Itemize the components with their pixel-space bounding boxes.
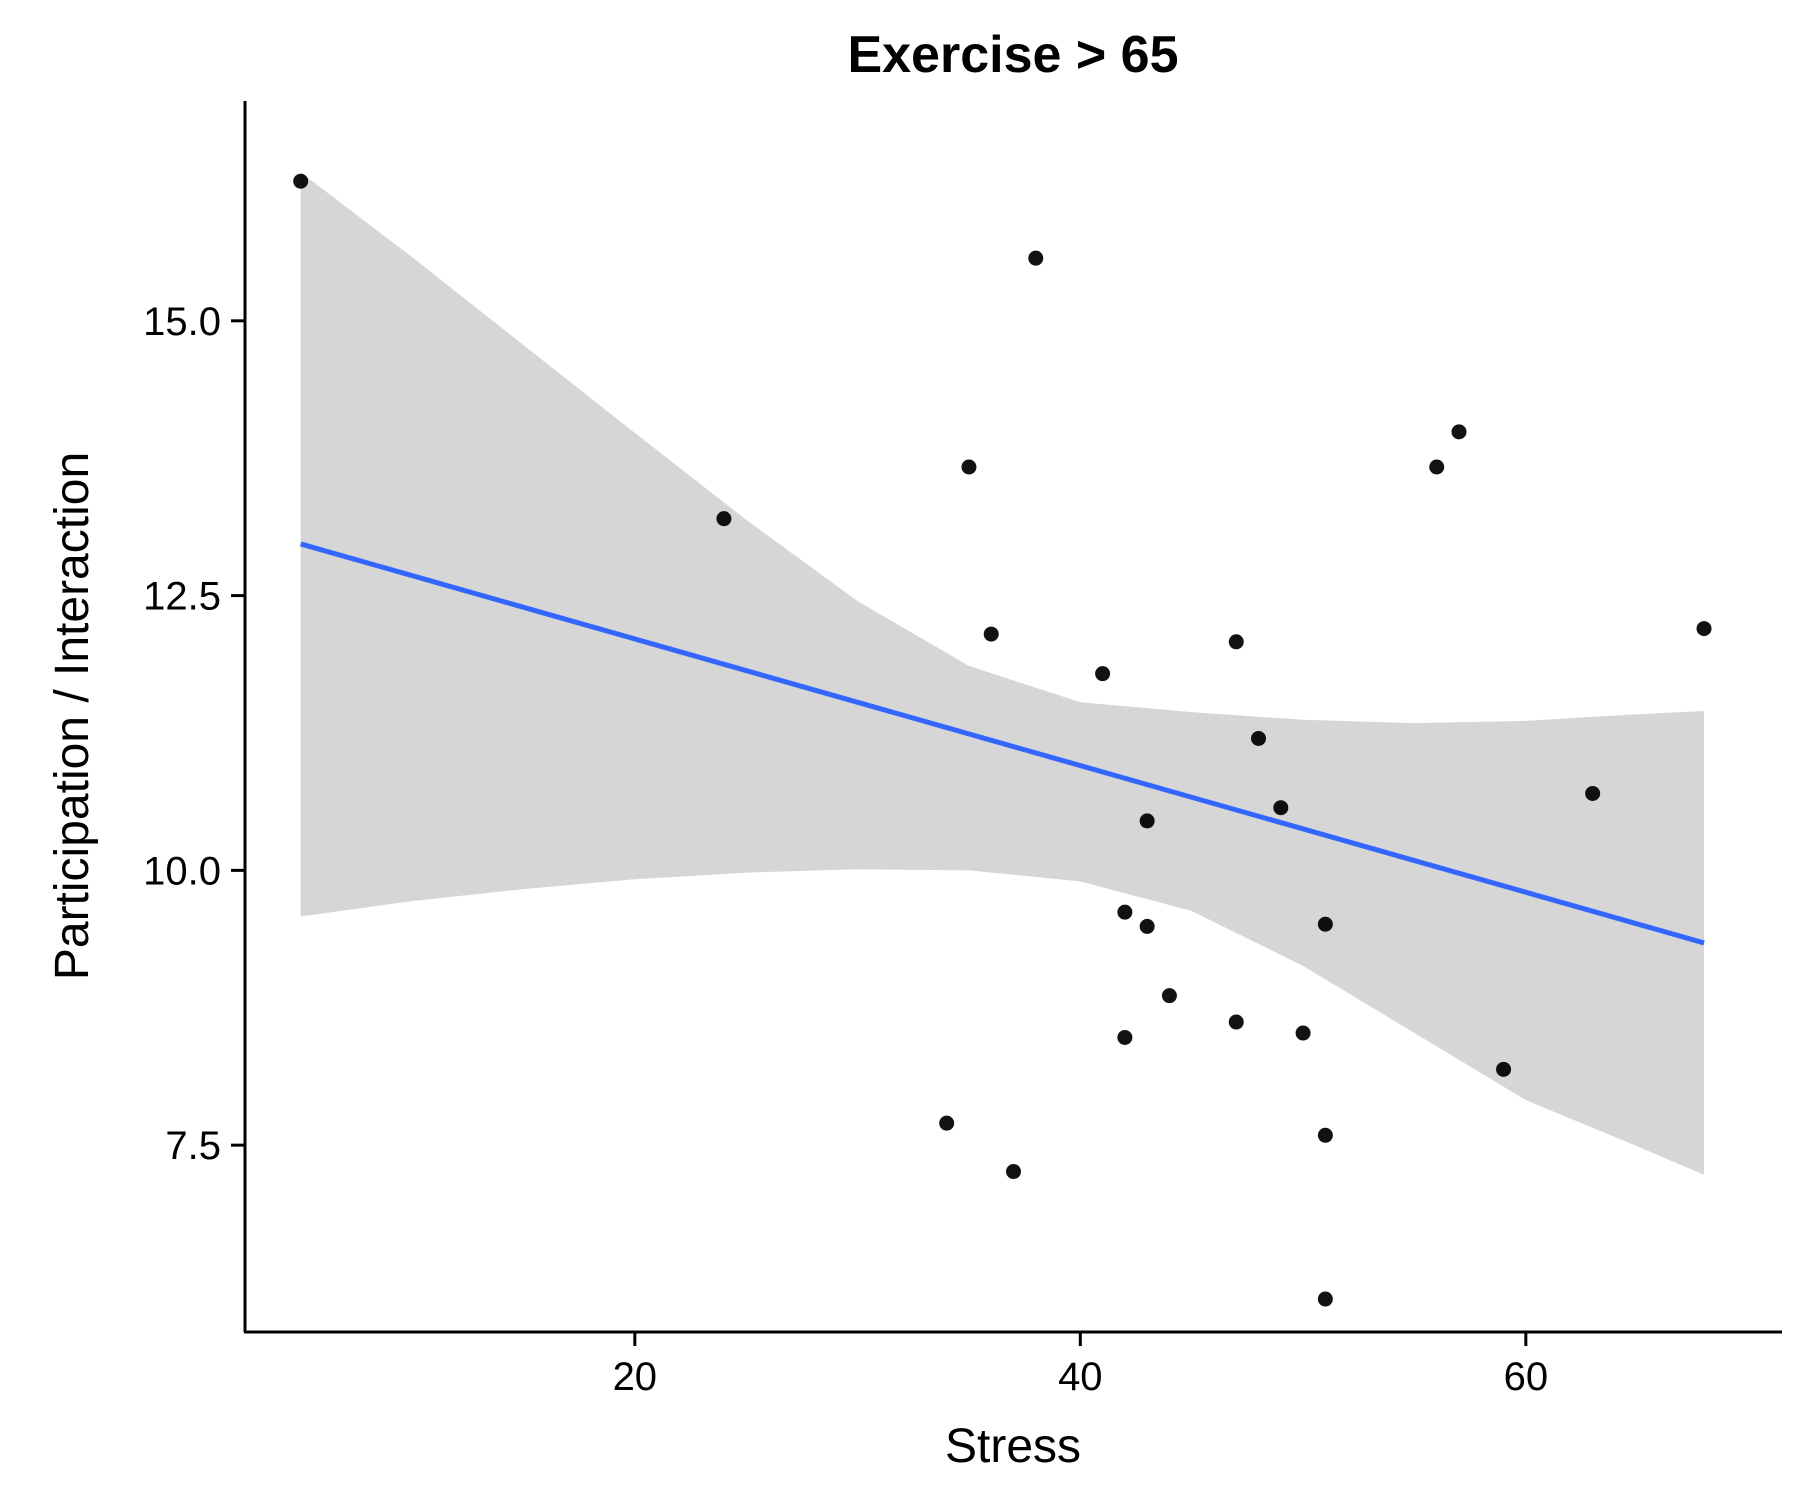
data-point: [1117, 904, 1133, 920]
x-tick-label: 60: [1504, 1355, 1549, 1399]
data-point: [961, 459, 977, 475]
data-point: [1161, 988, 1177, 1004]
data-point: [293, 173, 309, 189]
x-axis-ticks: 20 40 60: [613, 1332, 1549, 1399]
data-point: [939, 1115, 955, 1131]
data-point: [1139, 918, 1155, 934]
confidence-band: [300, 172, 1705, 1175]
regression-line: [300, 541, 1705, 946]
data-point: [1139, 813, 1155, 829]
y-tick-label: 7.5: [165, 1124, 221, 1168]
x-tick-label: 40: [1058, 1355, 1103, 1399]
y-tick-label: 12.5: [143, 575, 221, 619]
data-point: [1028, 250, 1044, 266]
data-point: [1696, 621, 1712, 637]
data-point: [1228, 1014, 1244, 1030]
data-point: [983, 626, 999, 642]
x-tick-label: 20: [613, 1355, 658, 1399]
y-tick-label: 10.0: [143, 849, 221, 893]
data-point: [1317, 1127, 1333, 1143]
data-point: [716, 511, 732, 527]
x-axis-label: Stress: [945, 1420, 1081, 1473]
data-point: [1273, 800, 1289, 816]
data-point: [1117, 1029, 1133, 1045]
y-axis-label: Participation / Interaction: [46, 452, 99, 980]
y-tick-label: 15.0: [143, 300, 221, 344]
data-point: [1317, 916, 1333, 932]
data-point: [1295, 1025, 1311, 1041]
data-point: [1496, 1061, 1512, 1077]
data-point: [1251, 730, 1267, 746]
plot-area: [293, 172, 1712, 1307]
data-point: [1317, 1291, 1333, 1307]
data-point: [1095, 666, 1111, 682]
data-point: [1585, 785, 1601, 801]
y-axis-ticks: 7.5 10.0 12.5 15.0: [143, 300, 245, 1168]
data-point: [1451, 424, 1467, 440]
data-point: [1228, 634, 1244, 650]
data-point: [1429, 459, 1445, 475]
data-point: [1006, 1164, 1021, 1180]
chart-title: Exercise > 65: [847, 26, 1178, 84]
